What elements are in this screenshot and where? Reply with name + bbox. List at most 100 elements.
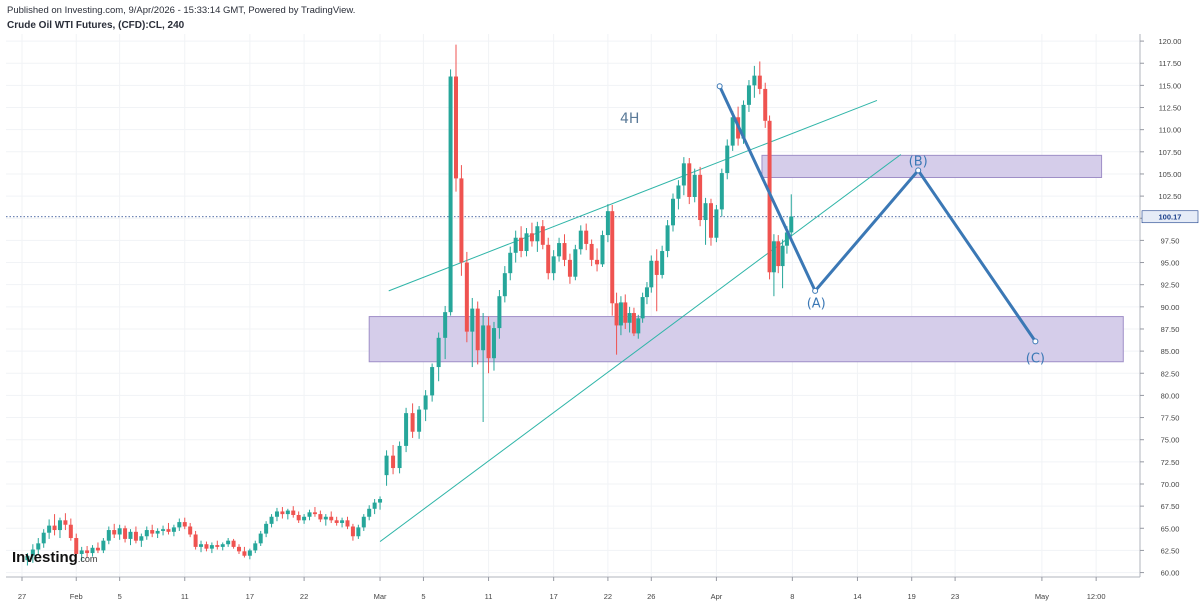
x-tick-label: 27 [18, 592, 26, 601]
candle-body [671, 198, 675, 226]
candle-body [350, 526, 355, 537]
candle [486, 316, 491, 374]
x-tick-label: 5 [118, 592, 122, 601]
candle-body [481, 325, 486, 351]
candle-body [199, 544, 204, 547]
candle-body [372, 502, 377, 509]
candle [269, 514, 274, 528]
candle [443, 305, 448, 360]
candle-body [318, 514, 323, 520]
candle-body [636, 318, 641, 334]
candle [600, 230, 605, 267]
candle [242, 546, 247, 558]
x-tick-label: May [1035, 592, 1049, 601]
candle [654, 249, 659, 312]
candle-body [535, 226, 540, 242]
candle [112, 523, 117, 539]
candle [199, 540, 204, 553]
y-tick-label: 82.50 [1161, 369, 1180, 378]
candle-body [491, 328, 496, 359]
candle [776, 235, 781, 274]
candle-body [618, 302, 623, 326]
candle-body [85, 550, 90, 554]
candle [307, 509, 312, 521]
candle [423, 390, 428, 422]
candle-body [329, 516, 334, 521]
candle [350, 523, 355, 541]
x-tick-label: 26 [647, 592, 655, 601]
candle [63, 513, 68, 531]
candle [361, 514, 366, 531]
candle [719, 168, 724, 217]
y-tick-label: 62.50 [1161, 546, 1180, 555]
x-tick-label: 17 [549, 592, 557, 601]
candle [789, 194, 794, 237]
y-tick-label: 120.00 [1159, 37, 1182, 46]
candle [573, 244, 578, 281]
candle [231, 538, 236, 549]
last-price-badge [1141, 210, 1199, 224]
wave-node [812, 287, 819, 294]
candle-body [150, 530, 155, 534]
candle-body [605, 211, 610, 236]
candle [378, 496, 383, 510]
candle-body [79, 550, 84, 554]
trendlines [379, 99, 902, 542]
candle [459, 165, 464, 276]
candle [302, 514, 307, 524]
y-tick-label: 107.50 [1159, 148, 1182, 157]
candle-body [209, 545, 214, 549]
candle-body [340, 520, 345, 523]
candle-body [640, 297, 645, 319]
candle-body [361, 516, 366, 528]
candle [188, 522, 193, 538]
candle [535, 221, 540, 252]
candle-body [513, 237, 518, 253]
candle [372, 499, 377, 515]
candle-body [436, 337, 441, 368]
y-tick-label: 75.00 [1161, 436, 1180, 445]
candle [430, 363, 435, 402]
y-tick-label: 117.50 [1159, 59, 1181, 68]
candle [454, 44, 458, 192]
candle-body [417, 409, 422, 432]
candle-body [410, 413, 415, 432]
candle-body [763, 88, 768, 121]
candle [752, 65, 757, 98]
last-price-label: 100.17 [1159, 213, 1182, 222]
candle-body [90, 547, 95, 554]
y-tick-label: 115.00 [1159, 81, 1181, 90]
y-tick-label: 77.50 [1161, 414, 1180, 423]
candle [391, 445, 396, 475]
candle-body [519, 237, 524, 252]
candle [513, 230, 518, 263]
candle [649, 255, 654, 293]
candle [274, 507, 279, 522]
candle [595, 248, 600, 272]
candle [557, 237, 562, 262]
candle [417, 406, 422, 439]
candle [714, 204, 719, 243]
candle [323, 514, 328, 526]
y-tick-label: 65.00 [1161, 524, 1180, 533]
candle-body [524, 233, 529, 252]
candle-body [182, 522, 187, 527]
candle-body [623, 302, 628, 323]
candle-body [631, 313, 636, 334]
candle [448, 69, 453, 316]
candle [618, 296, 623, 336]
symbol-title: Crude Oil WTI Futures, (CFD):CL, 240 [7, 20, 185, 31]
candle-body [584, 230, 589, 244]
candle [296, 511, 301, 523]
candle-body [128, 531, 133, 539]
candle [529, 222, 534, 247]
candle-body [692, 174, 697, 197]
candle-body [237, 546, 241, 552]
candle-body [106, 530, 111, 541]
candle-body [188, 526, 193, 535]
candle [345, 516, 350, 530]
candle-body [557, 243, 562, 257]
candle-body [112, 530, 117, 535]
candle-body [600, 235, 605, 265]
